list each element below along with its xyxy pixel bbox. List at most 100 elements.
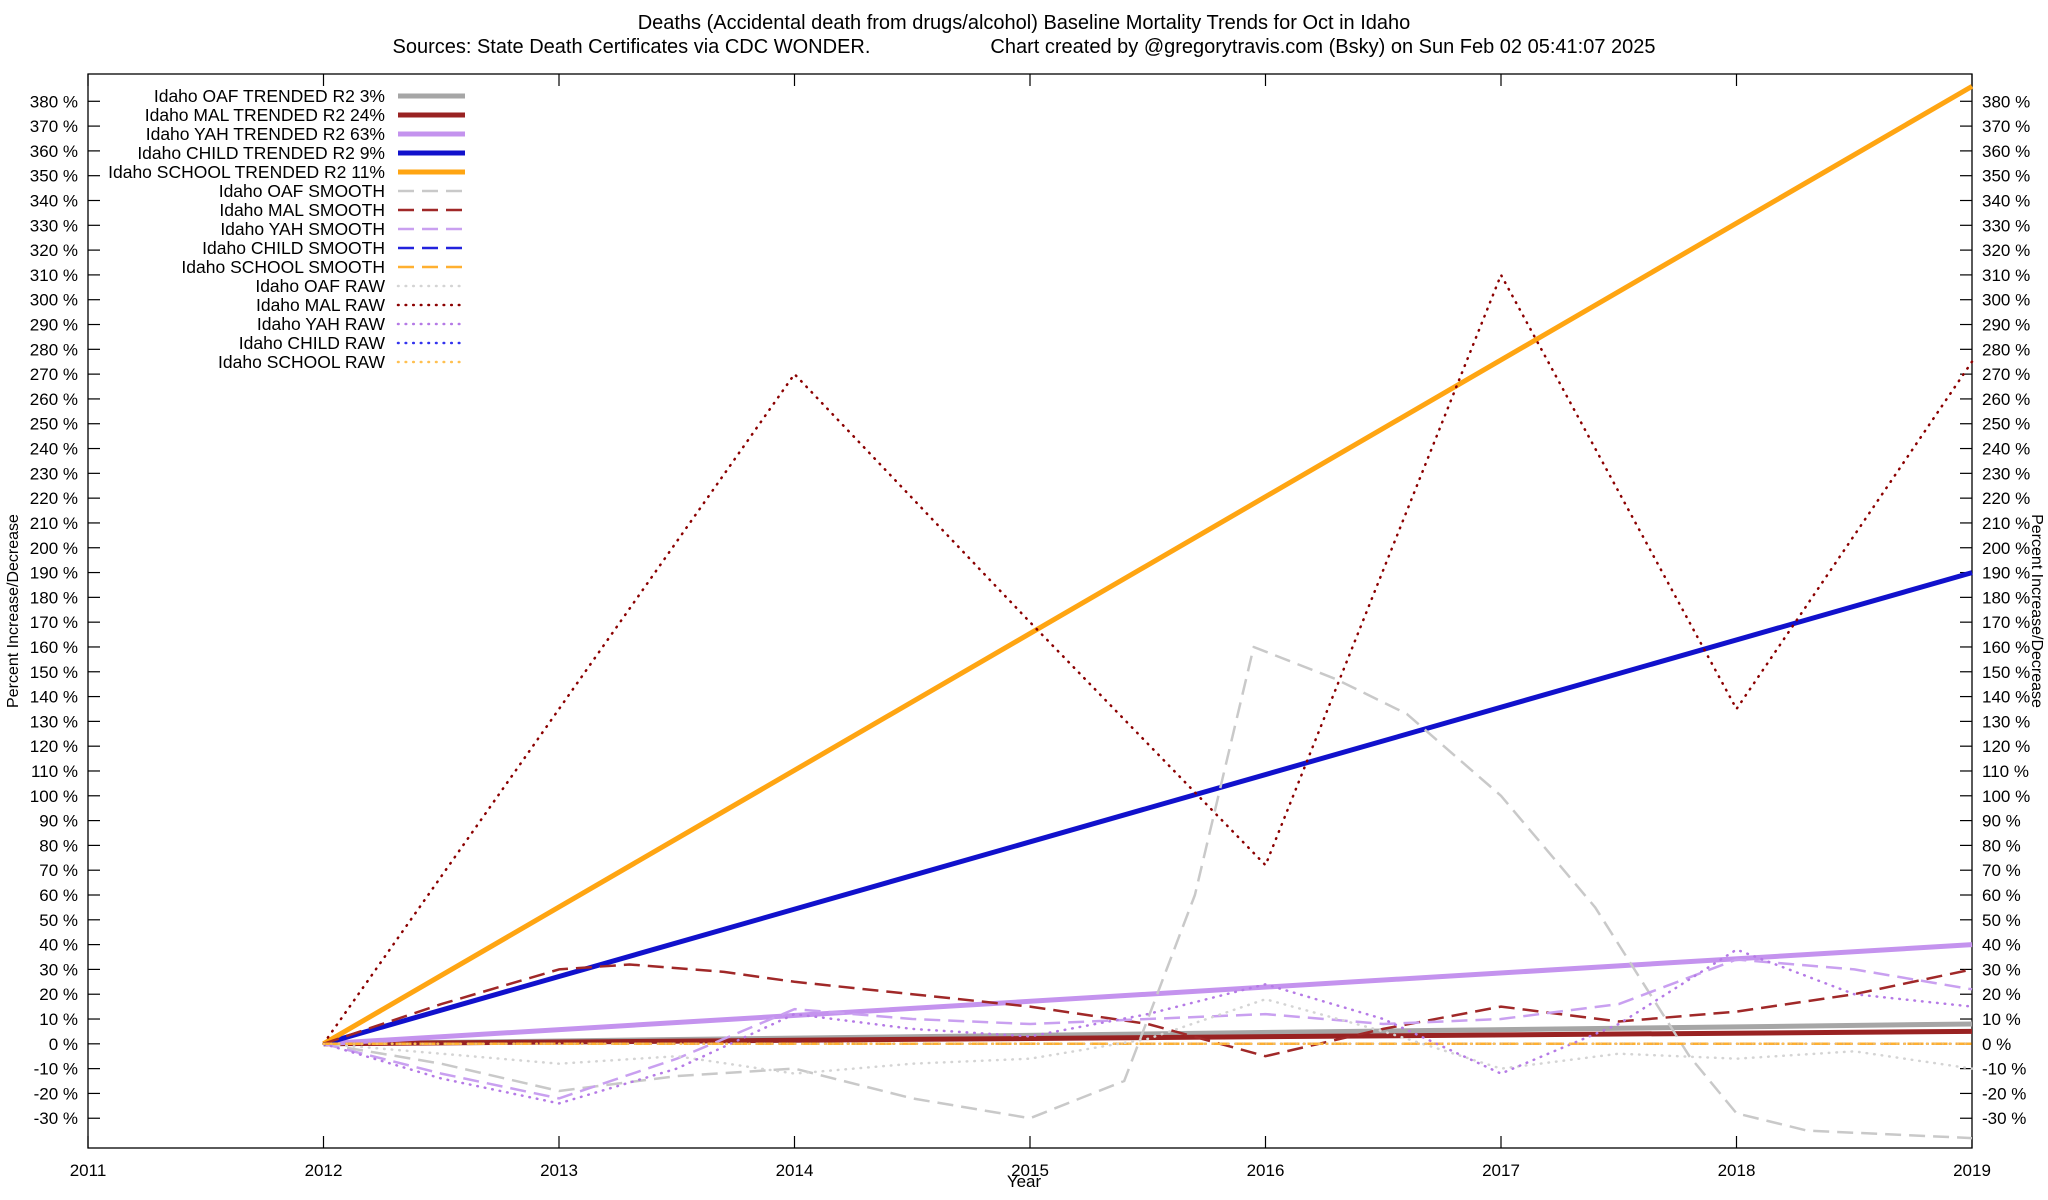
y-tick-label-left: 170 % bbox=[30, 613, 78, 632]
y-tick-label-right: 270 % bbox=[1982, 365, 2030, 384]
y-tick-label-left: 360 % bbox=[30, 142, 78, 161]
legend-label-school-raw: Idaho SCHOOL RAW bbox=[218, 352, 385, 372]
x-tick-label: 2019 bbox=[1953, 1161, 1991, 1180]
y-tick-label-left: 110 % bbox=[31, 762, 78, 781]
legend-label-child-smooth: Idaho CHILD SMOOTH bbox=[202, 238, 385, 258]
legend-label-yah-trended: Idaho YAH TRENDED R2 63% bbox=[146, 124, 385, 144]
legend-label-school-trended: Idaho SCHOOL TRENDED R2 11% bbox=[108, 162, 385, 182]
legend-label-mal-trended: Idaho MAL TRENDED R2 24% bbox=[145, 105, 385, 125]
y-tick-label-right: 110 % bbox=[1982, 762, 2029, 781]
y-tick-label-left: 10 % bbox=[39, 1010, 78, 1029]
y-tick-label-left: 60 % bbox=[39, 886, 78, 905]
y-tick-label-right: 150 % bbox=[1982, 663, 2030, 682]
series-school-trended bbox=[322, 84, 1974, 1046]
series-mal-raw bbox=[322, 273, 1974, 1046]
y-tick-label-left: 350 % bbox=[30, 167, 78, 186]
y-tick-label-left: 270 % bbox=[30, 365, 78, 384]
y-tick-label-left: 260 % bbox=[30, 390, 78, 409]
x-tick-label: 2013 bbox=[540, 1161, 578, 1180]
legend-label-yah-smooth: Idaho YAH SMOOTH bbox=[220, 219, 385, 239]
y-tick-label-left: 340 % bbox=[30, 191, 78, 210]
x-tick-label: 2016 bbox=[1247, 1161, 1285, 1180]
y-tick-label-left: 0 % bbox=[49, 1035, 78, 1054]
legend-label-oaf-raw: Idaho OAF RAW bbox=[255, 276, 385, 296]
x-tick-label: 2015 bbox=[1011, 1161, 1049, 1180]
y-tick-label-right: 160 % bbox=[1982, 638, 2030, 657]
y-tick-label-left: 40 % bbox=[39, 936, 78, 955]
y-tick-label-right: 280 % bbox=[1982, 340, 2030, 359]
y-tick-label-right: 230 % bbox=[1982, 464, 2030, 483]
chart-title: Deaths (Accidental death from drugs/alco… bbox=[637, 12, 1411, 34]
legend-label-oaf-smooth: Idaho OAF SMOOTH bbox=[219, 181, 385, 201]
legend-label-child-trended: Idaho CHILD TRENDED R2 9% bbox=[137, 143, 385, 163]
y-tick-label-right: 190 % bbox=[1982, 564, 2030, 583]
y-tick-label-left: 120 % bbox=[30, 737, 78, 756]
chart-credit: Chart created by @gregorytravis.com (Bsk… bbox=[990, 36, 1656, 58]
y-tick-label-right: 360 % bbox=[1982, 142, 2030, 161]
y-tick-label-right: 80 % bbox=[1982, 836, 2021, 855]
y-tick-label-right: 210 % bbox=[1982, 514, 2030, 533]
x-tick-label: 2014 bbox=[776, 1161, 814, 1180]
y-tick-label-right: 250 % bbox=[1982, 415, 2030, 434]
y-tick-label-right: 320 % bbox=[1982, 241, 2030, 260]
x-tick-label: 2018 bbox=[1718, 1161, 1756, 1180]
y-tick-label-right: 200 % bbox=[1982, 539, 2030, 558]
y-tick-label-right: 10 % bbox=[1982, 1010, 2021, 1029]
y-tick-label-left: 80 % bbox=[39, 836, 78, 855]
y-tick-label-right: 0 % bbox=[1982, 1035, 2011, 1054]
y-tick-label-right: 310 % bbox=[1982, 266, 2030, 285]
y-tick-label-right: 170 % bbox=[1982, 613, 2030, 632]
y-tick-label-left: 320 % bbox=[30, 241, 78, 260]
y-tick-label-left: -30 % bbox=[34, 1109, 78, 1128]
y-tick-label-right: 140 % bbox=[1982, 688, 2030, 707]
y-tick-label-left: 200 % bbox=[30, 539, 78, 558]
legend-label-mal-smooth: Idaho MAL SMOOTH bbox=[219, 200, 385, 220]
y-tick-label-left: 250 % bbox=[30, 415, 78, 434]
series-mal-trended bbox=[323, 1028, 1973, 1047]
y-tick-label-left: 370 % bbox=[30, 117, 78, 136]
y-tick-label-right: -20 % bbox=[1982, 1084, 2026, 1103]
y-tick-label-left: 50 % bbox=[39, 911, 78, 930]
series-mal-smooth bbox=[323, 963, 1973, 1058]
y-tick-label-right: 260 % bbox=[1982, 390, 2030, 409]
y-tick-label-right: 220 % bbox=[1982, 489, 2030, 508]
series-child-trended bbox=[322, 570, 1973, 1047]
y-tick-label-right: 90 % bbox=[1982, 812, 2021, 831]
y-tick-label-right: 180 % bbox=[1982, 588, 2030, 607]
y-tick-label-right: 370 % bbox=[1982, 117, 2030, 136]
y-tick-label-left: 240 % bbox=[30, 440, 78, 459]
y-tick-label-left: 380 % bbox=[30, 92, 78, 111]
y-tick-label-right: 380 % bbox=[1982, 92, 2030, 111]
y-tick-label-right: 240 % bbox=[1982, 440, 2030, 459]
y-tick-label-left: 20 % bbox=[39, 985, 78, 1004]
x-tick-label: 2017 bbox=[1482, 1161, 1520, 1180]
y-tick-label-left: 230 % bbox=[30, 464, 78, 483]
legend-label-oaf-trended: Idaho OAF TRENDED R2 3% bbox=[154, 86, 385, 106]
chart-sources: Sources: State Death Certificates via CD… bbox=[392, 36, 871, 58]
y-tick-label-right: 60 % bbox=[1982, 886, 2021, 905]
y-tick-label-left: 70 % bbox=[39, 861, 78, 880]
x-tick-label: 2012 bbox=[305, 1161, 343, 1180]
y-tick-label-left: 220 % bbox=[30, 489, 78, 508]
y-tick-label-right: 300 % bbox=[1982, 291, 2030, 310]
y-tick-label-right: 20 % bbox=[1982, 985, 2021, 1004]
y-tick-label-left: 150 % bbox=[30, 663, 78, 682]
y-tick-label-right: -30 % bbox=[1982, 1109, 2026, 1128]
y-tick-label-right: 100 % bbox=[1982, 787, 2030, 806]
y-tick-label-right: 120 % bbox=[1982, 737, 2030, 756]
x-tick-label: 2011 bbox=[70, 1161, 107, 1180]
y-tick-label-left: 180 % bbox=[30, 588, 78, 607]
chart-subtitle: Sources: State Death Certificates via CD… bbox=[0, 36, 2048, 59]
y-tick-label-right: 350 % bbox=[1982, 167, 2030, 186]
y-tick-label-left: 130 % bbox=[30, 712, 78, 731]
series-oaf-raw bbox=[322, 997, 1974, 1075]
y-tick-label-left: 90 % bbox=[39, 812, 78, 831]
y-tick-label-left: 140 % bbox=[30, 688, 78, 707]
y-tick-label-right: 290 % bbox=[1982, 316, 2030, 335]
series-yah-smooth bbox=[323, 958, 1973, 1100]
y-tick-label-left: 160 % bbox=[30, 638, 78, 657]
y-tick-label-right: 40 % bbox=[1982, 936, 2021, 955]
y-tick-label-left: 310 % bbox=[30, 266, 78, 285]
